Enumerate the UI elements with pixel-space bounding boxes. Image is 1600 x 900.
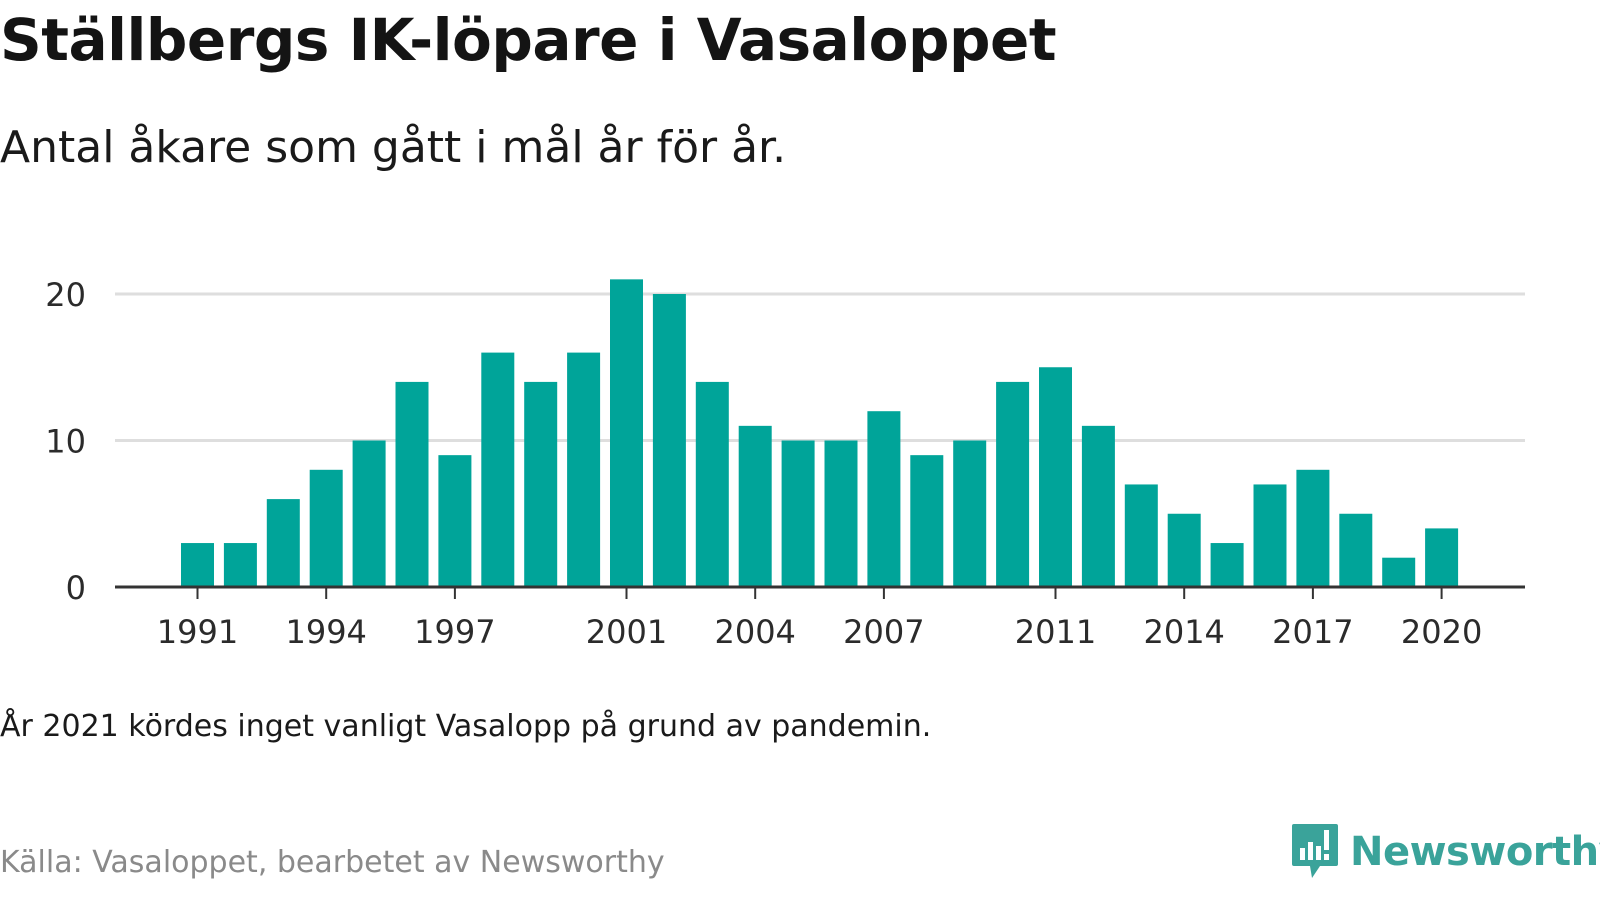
bar-2006 (824, 440, 858, 587)
bar-2020 (1425, 528, 1459, 587)
bar-2012 (1081, 425, 1115, 587)
brand-name: Newsworthy (1350, 829, 1600, 875)
bar-2009 (953, 440, 987, 587)
x-tick-label: 2004 (714, 613, 795, 651)
bar-2016 (1253, 484, 1287, 587)
chart-title: Ställbergs IK-löpare i Vasaloppet (0, 6, 1057, 74)
chart-note: År 2021 kördes inget vanligt Vasalopp på… (0, 709, 932, 744)
bar-chart: 0 10 20 1991 1994 1997 2001 2004 2007 2011 2014 20… (45, 276, 1525, 651)
x-tick-label: 2001 (586, 613, 667, 651)
x-tick-label: 1991 (157, 613, 238, 651)
bar-2017 (1296, 469, 1330, 587)
source-credit: Källa: Vasaloppet, bearbetet av Newswort… (0, 845, 665, 880)
bar-2001 (610, 279, 643, 587)
x-tick-label: 2020 (1401, 613, 1482, 651)
bars (181, 279, 1459, 587)
brand-logo: Newsworthy (1290, 822, 1600, 882)
bar-2014 (1167, 513, 1201, 587)
bar-1999 (524, 381, 558, 587)
bar-1992 (223, 543, 257, 587)
bar-1994 (309, 469, 343, 587)
x-tick-label: 2017 (1272, 613, 1353, 651)
y-axis-labels: 0 10 20 (45, 276, 86, 607)
gridlines (115, 292, 1525, 442)
bar-2002 (652, 294, 686, 587)
bar-1996 (395, 381, 429, 587)
x-tick-label: 2014 (1143, 613, 1224, 651)
bar-1993 (266, 499, 300, 587)
x-tick-label: 1997 (414, 613, 495, 651)
bar-2004 (738, 425, 772, 587)
bar-2013 (1124, 484, 1158, 587)
x-axis-labels: 1991 1994 1997 2001 2004 2007 2011 2014 2017 2020 (157, 613, 1483, 651)
bar-2015 (1210, 543, 1244, 587)
bar-1998 (481, 352, 515, 587)
y-tick-label: 10 (45, 423, 86, 461)
bar-2018 (1339, 513, 1373, 587)
x-axis (115, 585, 1525, 599)
newsworthy-logo-icon (1292, 824, 1338, 878)
x-tick-label: 1994 (285, 613, 366, 651)
bar-1995 (352, 440, 386, 587)
bar-1991 (181, 543, 214, 587)
bar-2011 (1039, 367, 1072, 587)
y-tick-label: 0 (66, 569, 86, 607)
x-tick-label: 2011 (1015, 613, 1096, 651)
chart-subtitle: Antal åkare som gått i mål år för år. (0, 122, 787, 173)
bar-2008 (910, 455, 944, 587)
bar-2003 (695, 381, 729, 587)
y-tick-label: 20 (45, 276, 86, 314)
bar-2000 (567, 352, 601, 587)
bar-2010 (996, 381, 1030, 587)
bar-1997 (438, 455, 472, 587)
bar-2007 (867, 411, 901, 587)
bar-2019 (1382, 557, 1416, 587)
bar-2005 (781, 440, 815, 587)
x-tick-label: 2007 (843, 613, 924, 651)
